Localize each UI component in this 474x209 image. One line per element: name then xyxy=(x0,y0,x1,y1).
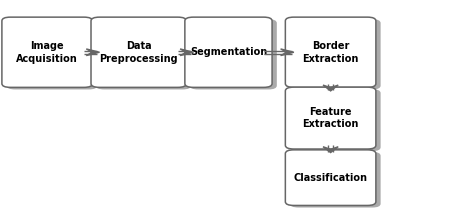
FancyBboxPatch shape xyxy=(285,17,376,87)
FancyBboxPatch shape xyxy=(285,150,376,205)
FancyBboxPatch shape xyxy=(185,17,272,87)
Polygon shape xyxy=(180,49,193,56)
FancyBboxPatch shape xyxy=(190,19,277,89)
Text: Classification: Classification xyxy=(293,173,368,183)
Text: Border
Extraction: Border Extraction xyxy=(302,41,359,64)
FancyBboxPatch shape xyxy=(290,152,381,208)
FancyBboxPatch shape xyxy=(290,19,381,89)
FancyBboxPatch shape xyxy=(290,89,381,151)
Text: Data
Preprocessing: Data Preprocessing xyxy=(100,41,178,64)
Polygon shape xyxy=(281,49,294,56)
FancyBboxPatch shape xyxy=(91,17,186,87)
Text: Segmentation: Segmentation xyxy=(190,47,267,57)
Polygon shape xyxy=(323,85,338,91)
Polygon shape xyxy=(323,147,338,153)
FancyBboxPatch shape xyxy=(96,19,191,89)
Polygon shape xyxy=(86,49,100,56)
FancyBboxPatch shape xyxy=(285,87,376,149)
Text: Image
Acquisition: Image Acquisition xyxy=(16,41,78,64)
Text: Feature
Extraction: Feature Extraction xyxy=(302,107,359,130)
FancyBboxPatch shape xyxy=(7,19,97,89)
FancyBboxPatch shape xyxy=(2,17,92,87)
